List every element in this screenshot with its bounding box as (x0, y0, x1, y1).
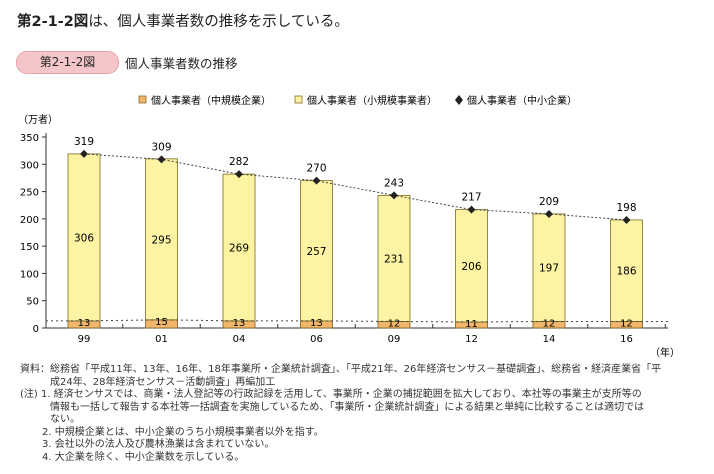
total-marker (622, 215, 631, 224)
data-label-mid: 13 (78, 318, 91, 329)
data-label-mid: 12 (620, 318, 633, 329)
data-label-total: 282 (229, 156, 249, 168)
data-label-total: 309 (151, 141, 171, 153)
total-marker (390, 191, 398, 200)
total-marker (80, 149, 88, 158)
note-1-cont: ない。 (50, 414, 80, 425)
mid-size-trend-line (46, 319, 668, 323)
x-tick-label: 01 (155, 334, 168, 345)
y-tick-label: 0 (33, 324, 39, 335)
note-2: 2. 中規模企業とは、中小企業のうち小規模事業者以外を指す。 (42, 426, 324, 438)
note-4: 4. 大企業を除く、中小企業数を示している。 (42, 451, 245, 463)
headline-figure-ref: 第2-1-2図 (17, 14, 89, 30)
x-tick-label: 99 (78, 334, 91, 345)
legend-diamond-icon (455, 95, 463, 105)
x-tick-label: 04 (233, 334, 246, 345)
note-1: (注) 1. 経済センサスでは、商業・法人登記等の行政記録を活用して、事業所・企… (20, 389, 642, 400)
total-marker (235, 170, 243, 179)
legend-label: 個人事業者（中小企業） (467, 94, 577, 107)
data-label-total: 209 (539, 196, 559, 208)
total-marker (545, 209, 553, 218)
chart: 個人事業者（中規模企業） 個人事業者（小規模事業者） 個人事業者（中小企業） （万者）… (18, 94, 680, 359)
legend-label: 個人事業者（小規模事業者） (307, 94, 437, 107)
y-tick-label: 150 (20, 242, 39, 253)
data-label-small: 186 (616, 266, 636, 278)
data-label-mid: 11 (465, 319, 478, 330)
y-tick-label: 50 (26, 297, 39, 308)
total-marker (467, 205, 476, 214)
x-tick-label: 09 (388, 334, 401, 345)
x-tick-label: 12 (465, 334, 478, 345)
x-tick-label: 06 (310, 334, 323, 345)
x-axis-label: （年） (650, 346, 680, 359)
headline: 第2-1-2図は、個人事業者数の推移を示している。 (17, 10, 349, 31)
data-label-mid: 12 (388, 318, 401, 329)
legend-label: 個人事業者（中規模企業） (151, 94, 271, 107)
data-label-small: 197 (539, 263, 559, 275)
bar-small-scale (300, 180, 333, 322)
notes: 資料：総務省「平成11年、13年、16年、18年事業所・企業統計調査」、「平成2… (20, 364, 700, 464)
data-label-mid: 13 (233, 318, 246, 329)
data-label-mid: 13 (310, 318, 323, 329)
total-line (83, 153, 627, 221)
data-label-small: 269 (229, 243, 249, 255)
figure-title: 個人事業者数の推移 (125, 56, 238, 71)
data-label-total: 270 (306, 163, 326, 175)
y-tick-label: 200 (20, 215, 39, 226)
data-label-total: 319 (74, 136, 94, 148)
data-label-small: 295 (151, 234, 171, 246)
legend-swatch (138, 95, 147, 104)
note-1-cont: 情報も一括して報告する本社等一括調査を実施しているため、「事業所・企業統計調査」… (50, 401, 645, 413)
data-label-small: 206 (461, 261, 481, 273)
data-label-total: 198 (616, 202, 636, 214)
y-tick-label: 100 (20, 269, 39, 280)
bar-small-scale (455, 209, 488, 323)
legend-swatch (294, 95, 303, 104)
y-axis-label: （万者） (18, 114, 58, 126)
source-line: 成24年、28年経済センサス－活動調査」再編加工 (50, 376, 276, 388)
bar-small-scale (67, 153, 101, 322)
data-label-small: 231 (384, 253, 404, 265)
bar-small-scale (610, 219, 643, 322)
x-tick-label: 14 (543, 334, 556, 345)
bar-small-scale (532, 213, 566, 322)
note-3: 3. 会社以外の法人及び農林漁業は含まれていない。 (42, 439, 275, 450)
bar-small-scale (377, 194, 411, 322)
y-tick-label: 350 (20, 133, 39, 144)
y-tick-label: 250 (20, 188, 39, 199)
figure-badge: 第2-1-2図 (16, 51, 119, 74)
x-tick-label: 16 (620, 334, 633, 345)
data-label-total: 243 (384, 177, 404, 189)
y-tick-label: 300 (20, 160, 39, 171)
data-label-mid: 12 (543, 318, 556, 329)
data-label-small: 257 (306, 246, 326, 258)
bar-small-scale (145, 158, 178, 321)
data-label-total: 217 (461, 192, 481, 204)
headline-text: は、個人事業者数の推移を示している。 (88, 14, 349, 30)
source-line: 資料：総務省「平成11年、13年、16年、18年事業所・企業統計調査」、「平成2… (20, 364, 662, 375)
total-marker (157, 155, 166, 164)
total-marker (312, 176, 321, 185)
data-label-small: 306 (74, 232, 94, 244)
bar-small-scale (222, 173, 256, 322)
data-label-mid: 15 (155, 317, 168, 328)
